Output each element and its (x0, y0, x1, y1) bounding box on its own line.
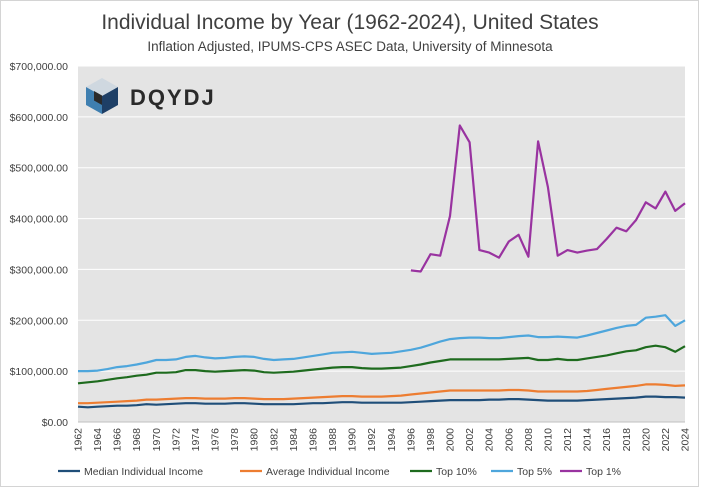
series-line-top-1 (410, 124, 686, 273)
cube-icon (86, 78, 118, 114)
y-tick-label: $100,000.00 (10, 366, 69, 378)
x-tick-label: 1970 (151, 428, 163, 452)
x-tick-label: 1988 (327, 428, 339, 452)
legend-entry: Average Individual Income (266, 466, 390, 478)
x-tick-label: 1986 (307, 428, 319, 452)
x-tick-label: 1968 (131, 428, 143, 452)
y-tick-label: $600,000.00 (10, 112, 69, 124)
x-tick-label: 2020 (640, 428, 652, 452)
y-tick-label: $0.00 (42, 417, 68, 429)
legend: Median Individual Income Average Individu… (58, 466, 621, 478)
x-tick-label: 1976 (210, 428, 222, 452)
x-tick-label: 2014 (582, 428, 594, 452)
logo-text: DQYDJ (130, 85, 216, 110)
series-line-top-5 (78, 314, 686, 373)
plot-area (78, 66, 685, 422)
x-tick-label: 1990 (347, 428, 359, 452)
y-tick-label: $200,000.00 (10, 315, 69, 327)
x-tick-label: 2016 (601, 428, 613, 452)
x-tick-label: 1962 (73, 428, 85, 452)
x-tick-label: 1996 (405, 428, 417, 452)
x-tick-label: 2010 (542, 428, 554, 452)
x-tick-label: 2012 (562, 428, 574, 452)
legend-entry: Top 5% (517, 466, 552, 478)
y-tick-label: $400,000.00 (10, 214, 69, 226)
x-tick-label: 2004 (484, 428, 496, 452)
y-tick-label: $700,000.00 (10, 61, 69, 73)
x-tick-label: 1978 (229, 428, 241, 452)
series-line-median-individual-income (77, 395, 686, 409)
x-tick-label: 1984 (288, 428, 300, 452)
dqydj-logo: DQYDJ (86, 78, 216, 114)
x-tick-label: 1994 (386, 428, 398, 452)
series-lines (77, 124, 686, 409)
x-tick-label: 1964 (92, 428, 104, 452)
legend-entry: Median Individual Income (84, 466, 203, 478)
x-tick-label: 1974 (190, 428, 202, 452)
x-tick-label: 2002 (464, 428, 476, 452)
chart-subtitle: Inflation Adjusted, IPUMS-CPS ASEC Data,… (147, 39, 553, 54)
x-tick-label: 2018 (621, 428, 633, 452)
legend-entry: Top 1% (586, 466, 621, 478)
legend-entry: Top 10% (436, 466, 477, 478)
x-tick-label: 1972 (170, 428, 182, 452)
y-tick-label: $500,000.00 (10, 163, 69, 175)
x-tick-label: 2000 (445, 428, 457, 452)
x-tick-label: 2022 (660, 428, 672, 452)
x-tick-label: 2024 (680, 428, 692, 452)
x-tick-label: 1966 (112, 428, 124, 452)
x-axis: 1962 1964 1966 1968 1970 1972 1974 1976 1978 1980… (73, 428, 692, 452)
x-tick-label: 2006 (503, 428, 515, 452)
x-tick-label: 1998 (425, 428, 437, 452)
x-tick-label: 1992 (366, 428, 378, 452)
x-tick-label: 1980 (249, 428, 261, 452)
chart-title: Individual Income by Year (1962-2024), U… (101, 11, 598, 34)
x-tick-label: 1982 (268, 428, 280, 452)
y-axis: $0.00 $100,000.00 $200,000.00 $300,000.00 $4… (10, 61, 685, 429)
series-line-average-individual-income (78, 383, 686, 405)
y-tick-label: $300,000.00 (10, 264, 69, 276)
x-tick-label: 2008 (523, 428, 535, 452)
series-line-top-10 (77, 344, 686, 385)
